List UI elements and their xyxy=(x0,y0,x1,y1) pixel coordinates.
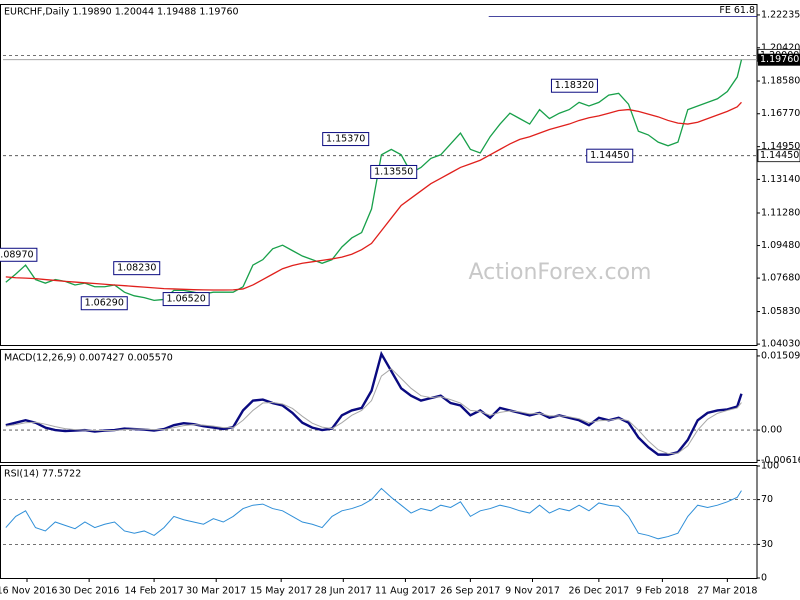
rsi-frame xyxy=(0,465,758,579)
x-tick-label: 15 May 2017 xyxy=(250,586,312,597)
y-tick-label: 1.09480 xyxy=(761,240,800,251)
y-tick-label: 0.00 xyxy=(761,425,782,436)
y-tick-label: 1.16770 xyxy=(761,108,800,119)
x-tick-label: 16 Nov 2016 xyxy=(0,586,57,597)
last-price-label: 1.19760 xyxy=(760,54,799,65)
annotation-box xyxy=(80,296,128,311)
annotation-box xyxy=(586,148,634,163)
x-tick-label: 9 Nov 2017 xyxy=(505,586,560,597)
fe-label: FE 61.8 xyxy=(719,5,755,16)
price-line xyxy=(5,59,743,301)
y-tick-label: 70 xyxy=(761,494,773,505)
last-price-box xyxy=(758,53,800,66)
annotation-label: 1.13550 xyxy=(374,166,413,177)
level-label-box xyxy=(757,149,800,163)
annotation-label: 1.06290 xyxy=(85,298,124,309)
x-tick-label: 9 Feb 2018 xyxy=(636,586,689,597)
x-tick-label: 27 Mar 2018 xyxy=(697,586,757,597)
x-tick-label: 11 Aug 2017 xyxy=(375,586,436,597)
annotation-label: 1.06520 xyxy=(167,294,206,305)
annotation-label: 1.15370 xyxy=(326,134,365,145)
panel-title: EURCHF,Daily 1.19890 1.20044 1.19488 1.1… xyxy=(4,7,239,18)
panel-title: RSI(14) 77.5722 xyxy=(4,469,81,480)
y-tick-label: 1.11280 xyxy=(761,208,800,219)
y-tick-label: 1.13140 xyxy=(761,174,800,185)
x-tick-label: 26 Dec 2017 xyxy=(569,586,630,597)
macd-frame xyxy=(0,349,758,463)
x-tick-label: 26 Sep 2017 xyxy=(440,586,500,597)
watermark: ActionForex.com xyxy=(469,260,652,285)
x-tick-label: 28 Jun 2017 xyxy=(315,586,372,597)
y-tick-label: 0 xyxy=(761,573,767,584)
annotation-label: 1.14450 xyxy=(590,150,629,161)
rsi-line xyxy=(5,487,742,540)
annotation-label: 1.18320 xyxy=(555,80,594,91)
y-tick-label: -0.006163 xyxy=(761,455,800,466)
annotation-box xyxy=(322,132,370,147)
annotation-box xyxy=(113,261,161,276)
y-tick-label: 1.04030 xyxy=(761,339,800,350)
annotation-box xyxy=(370,164,418,179)
annotation-label: 1.08970 xyxy=(0,249,34,260)
x-tick-label: 30 Mar 2017 xyxy=(186,586,246,597)
x-tick-label: 30 Dec 2016 xyxy=(59,586,120,597)
annotation-box xyxy=(550,78,598,93)
ma-line xyxy=(5,101,742,291)
price-frame xyxy=(0,4,758,346)
y-tick-label: 0.015092 xyxy=(761,350,800,361)
annotation-box xyxy=(0,247,38,262)
y-tick-label: 1.05830 xyxy=(761,306,800,317)
y-tick-label: 30 xyxy=(761,539,773,550)
annotation-box xyxy=(162,292,210,307)
x-tick-label: 14 Feb 2017 xyxy=(125,586,184,597)
y-tick-label: 1.07680 xyxy=(761,273,800,284)
y-tick-label: 1.20420 xyxy=(761,42,800,53)
panel-title: MACD(12,26,9) 0.007427 0.005570 xyxy=(4,353,173,364)
level-label: 1.14450 xyxy=(760,150,799,161)
signal-line xyxy=(5,368,742,455)
y-tick-label: 100 xyxy=(761,461,779,472)
y-tick-label: 1.14950 xyxy=(761,141,800,152)
annotation-label: 1.08230 xyxy=(117,263,156,274)
y-tick-label: 1.18580 xyxy=(761,76,800,87)
y-tick-label: 1.22235 xyxy=(761,9,800,20)
